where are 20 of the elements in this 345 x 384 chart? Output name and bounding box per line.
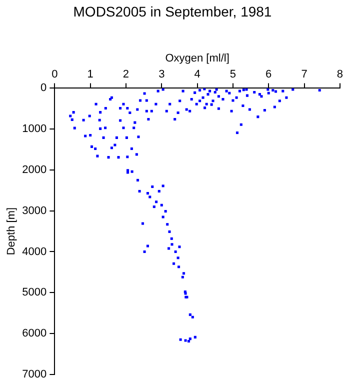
y-tick-label: 1000 [22,123,47,136]
y-tick-label: 3000 [22,204,47,217]
x-tick-label: 2 [122,68,130,81]
y-tick-label: 4000 [22,246,47,258]
x-tick-label: 8 [336,68,344,81]
chart-title: MODS2005 in September, 1981 [73,3,272,20]
x-tick-label: 1 [87,68,94,81]
y-tick-label: 6000 [22,328,47,340]
y-tick-label: 5000 [22,286,47,299]
y-axis-title: Depth [m] [6,207,18,256]
y-tick-label: 0 [40,82,47,94]
x-tick-label: 3 [158,68,165,81]
x-tick-label: 7 [301,68,308,81]
x-tick-label: 0 [52,68,58,81]
x-axis-title: Oxygen [ml/l] [165,52,230,64]
y-tick-label: 7000 [22,368,47,380]
x-tick-label: 6 [266,68,272,81]
x-tick-label: 5 [230,68,236,81]
y-tick-label: 2000 [22,164,47,176]
x-tick-label: 4 [194,68,200,81]
